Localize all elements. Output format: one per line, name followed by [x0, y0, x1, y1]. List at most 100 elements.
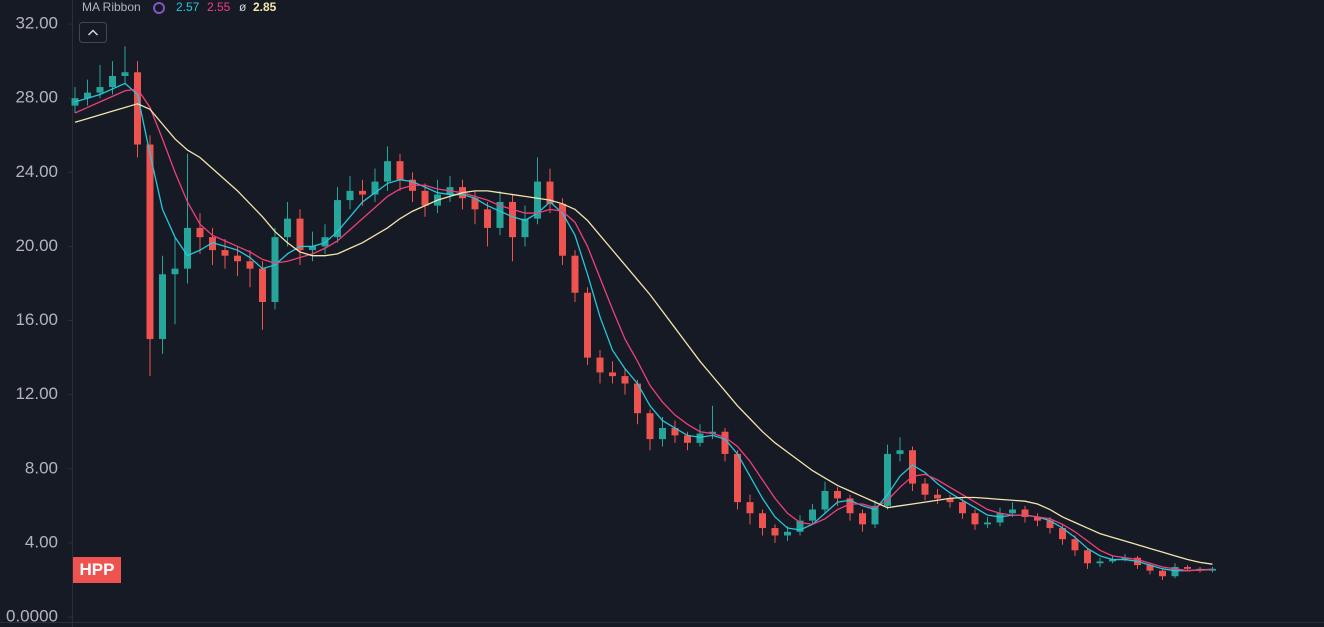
candle-body: [671, 428, 679, 436]
candle-body: [84, 92, 91, 99]
candle-body: [696, 433, 704, 443]
candle-body: [1009, 509, 1016, 514]
candle-body: [609, 372, 616, 377]
y-tick-label: 12.00: [15, 384, 58, 403]
candle-body: [746, 502, 754, 514]
candle-body: [1159, 570, 1166, 577]
candle-body: [546, 181, 554, 204]
candle-body: [396, 161, 404, 180]
legend-value: 2.57: [176, 0, 200, 14]
ma-line: [74, 103, 1213, 565]
candle-body: [1096, 561, 1104, 564]
candle-body: [296, 218, 304, 251]
candle-body: [259, 268, 266, 303]
candle-body: [384, 161, 391, 182]
collapse-button[interactable]: [79, 22, 107, 43]
candle-body: [1034, 516, 1041, 521]
candle-body: [984, 522, 991, 525]
candle-body: [596, 357, 604, 373]
candle-body: [996, 513, 1004, 523]
candle-body: [821, 491, 829, 510]
candle-body: [634, 383, 641, 414]
candle-body: [359, 190, 366, 195]
candle-body: [571, 255, 579, 293]
badge-bg: [73, 557, 121, 583]
legend-value: 2.85: [253, 0, 277, 14]
candle-body: [1084, 550, 1091, 564]
candle-body: [371, 181, 379, 195]
candle-body: [784, 531, 791, 536]
candle-body: [134, 72, 141, 145]
candle-body: [946, 498, 954, 503]
legend-value: 2.55: [207, 0, 231, 14]
candle-body: [1146, 565, 1154, 571]
candle-body: [884, 453, 891, 506]
candle-body: [1184, 566, 1191, 569]
plot-area: [71, 46, 1216, 580]
candle-body: [221, 250, 229, 256]
candle-body: [909, 450, 916, 484]
candle-body: [109, 75, 116, 88]
candle-body: [346, 190, 354, 201]
candle-body: [146, 144, 154, 340]
candle-body: [621, 376, 629, 384]
candle-body: [1021, 509, 1029, 517]
candle-body: [871, 505, 879, 525]
candle-body: [509, 201, 516, 238]
candle-body: [284, 218, 291, 238]
candle-body: [521, 218, 529, 238]
y-tick-label: 4.00: [25, 532, 58, 551]
candle-body: [96, 87, 104, 93]
button-frame[interactable]: [79, 22, 107, 43]
candle-body: [834, 491, 841, 499]
candle-body: [496, 201, 504, 228]
y-tick-label: 0.0000: [6, 606, 58, 625]
candle-body: [271, 237, 279, 303]
symbol-label: HPP: [80, 560, 115, 579]
y-tick-label: 24.00: [15, 162, 58, 181]
candle-body: [159, 274, 166, 340]
candle-body: [771, 528, 779, 536]
candle-body: [859, 513, 866, 525]
candle-body: [421, 190, 429, 206]
candle-body: [1046, 520, 1054, 529]
candle-body: [1071, 539, 1079, 551]
candle-body: [321, 237, 329, 247]
candle-body: [759, 513, 766, 529]
candle-body: [559, 203, 566, 256]
candle-body: [171, 268, 179, 275]
ma-line: [74, 88, 1213, 572]
y-tick-label: 28.00: [15, 88, 58, 107]
candle-body: [734, 453, 741, 503]
candle-body: [921, 483, 929, 495]
candle-body: [121, 72, 129, 76]
candle-body: [584, 292, 591, 358]
candle-body: [971, 513, 979, 525]
candle-body: [471, 198, 479, 210]
candle-body: [246, 261, 254, 269]
legend-symbol: ø: [239, 0, 247, 14]
candle-body: [796, 520, 804, 532]
candle-body: [896, 450, 904, 454]
symbol-badge: HPP: [73, 557, 121, 583]
candle-body: [684, 435, 691, 443]
candle-body: [721, 431, 729, 454]
candle-body: [646, 413, 654, 440]
y-tick-label: 32.00: [15, 14, 58, 33]
indicator-icon[interactable]: [153, 2, 165, 14]
candle-body: [196, 227, 204, 238]
candle-body: [534, 181, 541, 219]
candle-body: [709, 431, 716, 434]
candle-body: [959, 502, 966, 514]
candle-body: [846, 498, 854, 514]
candle-body: [934, 494, 941, 499]
candle-body: [309, 246, 316, 251]
candle-body: [1059, 528, 1066, 540]
candle-body: [209, 237, 216, 251]
y-tick-label: 16.00: [15, 310, 58, 329]
candle-body: [1171, 566, 1179, 577]
y-tick-label: 20.00: [15, 236, 58, 255]
